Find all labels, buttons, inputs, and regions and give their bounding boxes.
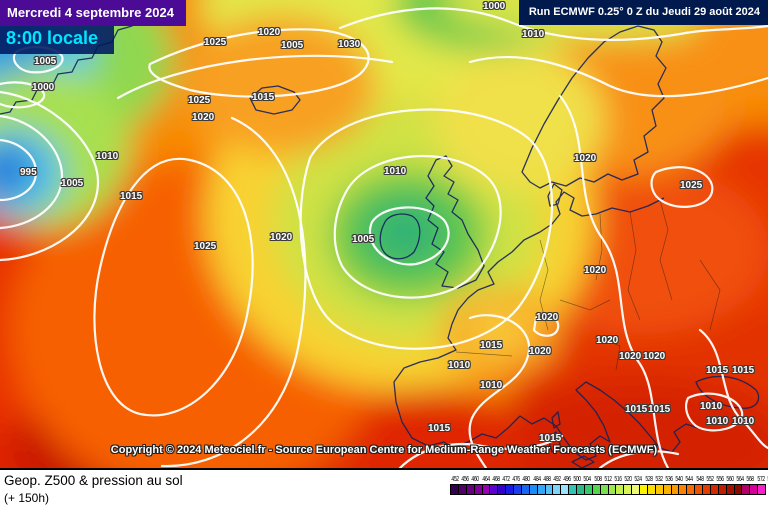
scale-value: 464 (481, 476, 490, 483)
scale-swatch (734, 485, 743, 494)
scale-value: 504 (583, 476, 592, 483)
country-borders (455, 199, 721, 371)
scale-swatch (640, 485, 648, 494)
scale-value: 552 (706, 476, 714, 483)
scale-value: 524 (634, 476, 643, 483)
isobar-contours (0, 7, 768, 468)
scale-value: 468 (492, 476, 500, 483)
map-title: Geop. Z500 & pression au sol (4, 473, 183, 488)
scale-value: 512 (604, 476, 612, 483)
scale-value: 540 (675, 476, 684, 483)
scale-swatch (474, 485, 483, 494)
scale-value: 536 (665, 476, 673, 483)
scale-value: 560 (726, 476, 734, 483)
scale-swatch (710, 485, 719, 494)
scale-value: 472 (502, 476, 510, 483)
scale-swatch (561, 485, 570, 494)
scale-value: 568 (746, 476, 755, 483)
scale-value: 480 (522, 476, 531, 483)
scale-swatch (742, 485, 751, 494)
scale-value: 452 (451, 476, 459, 483)
scale-swatch (624, 485, 633, 494)
scale-value: 492 (553, 476, 561, 483)
scale-swatch (695, 485, 703, 494)
scale-value: 460 (471, 476, 480, 483)
scale-swatch (608, 485, 617, 494)
scale-swatch (679, 485, 688, 494)
scale-value: 572 (757, 476, 765, 483)
run-banner: Run ECMWF 0.25° 0 Z du Jeudi 29 août 202… (518, 0, 768, 25)
scale-swatch (514, 485, 522, 494)
scale-value: 532 (655, 476, 663, 483)
scale-swatch (506, 485, 514, 494)
scale-swatch (584, 485, 593, 494)
scale-swatch (671, 485, 680, 494)
scale-swatch (545, 485, 554, 494)
scale-swatch (490, 485, 499, 494)
scale-swatch (521, 485, 530, 494)
scale-value: 500 (573, 476, 582, 483)
scale-swatch (569, 485, 577, 494)
scale-swatch (553, 485, 562, 494)
scale-value: 548 (695, 476, 704, 483)
scale-value: 476 (512, 476, 521, 483)
map-canvas: 1000 1010 1020 1025 1005 1030 1005 1000 1025 1020… (0, 0, 768, 468)
scale-swatch (655, 485, 664, 494)
scale-swatch (466, 485, 475, 494)
color-scale: 452 456 460 464 468 472 476 480 484 488 492 496 500 5… (450, 476, 768, 495)
legend-bar: Geop. Z500 & pression au sol (+ 150h) 45… (0, 468, 768, 512)
scale-value: 508 (594, 476, 602, 483)
scale-value: 520 (624, 476, 633, 483)
map-lead-time: (+ 150h) (4, 491, 50, 505)
scale-swatch (726, 485, 735, 494)
scale-value: 488 (543, 476, 551, 483)
scale-swatch (750, 485, 759, 494)
scale-swatch (458, 485, 467, 494)
scale-swatch (498, 485, 507, 494)
scale-value: 496 (563, 476, 571, 483)
scale-value: 544 (685, 476, 694, 483)
time-banner: 8:00 locale (0, 26, 115, 54)
scale-value: 484 (532, 476, 541, 483)
scale-swatch (482, 485, 491, 494)
scale-swatch (529, 485, 538, 494)
scale-value: 556 (716, 476, 724, 483)
copyright-text: Copyright © 2024 Meteociel.fr - Source E… (110, 444, 658, 456)
scale-swatch (632, 485, 640, 494)
scale-swatches (450, 484, 766, 495)
scale-swatch (616, 485, 625, 494)
weather-field-svg (0, 0, 768, 468)
scale-swatch (663, 485, 672, 494)
scale-value: 456 (461, 476, 470, 483)
scale-value: 528 (644, 476, 653, 483)
footer-titles: Geop. Z500 & pression au sol (+ 150h) (4, 473, 183, 505)
scale-swatch (592, 485, 601, 494)
scale-swatch (718, 485, 727, 494)
scale-values: 452 456 460 464 468 472 476 480 484 488 492 496 500 5… (450, 476, 768, 483)
coastlines (0, 0, 760, 468)
scale-swatch (647, 485, 656, 494)
scale-swatch (758, 485, 765, 494)
scale-swatch (687, 485, 696, 494)
scale-swatch (577, 485, 585, 494)
scale-swatch (703, 485, 711, 494)
scale-value: 564 (736, 476, 745, 483)
scale-swatch (537, 485, 546, 494)
date-banner: Mercredi 4 septembre 2024 (0, 0, 186, 26)
scale-swatch (600, 485, 609, 494)
scale-value: 516 (614, 476, 622, 483)
scale-swatch (451, 485, 459, 494)
